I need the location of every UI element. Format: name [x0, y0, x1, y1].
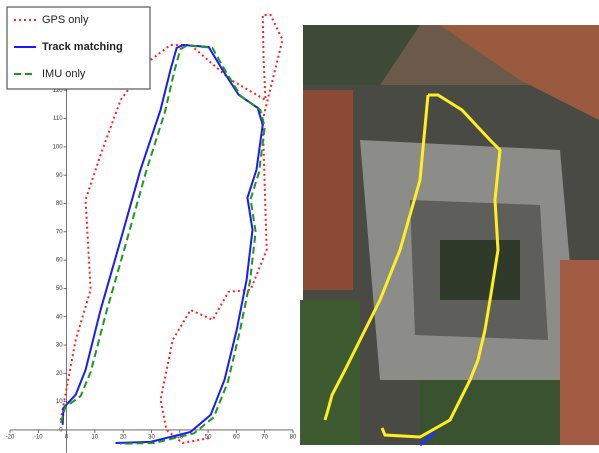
- y-tick-label: 60: [56, 258, 63, 264]
- y-tick-label: 20: [56, 371, 63, 377]
- y-tick-label: 80: [56, 201, 63, 207]
- y-tick-label: 100: [53, 144, 64, 150]
- x-tick-label: 80: [290, 435, 297, 441]
- x-tick-label: -10: [34, 435, 43, 441]
- legend-label: GPS only: [42, 14, 89, 26]
- aerial-photo: [300, 25, 599, 447]
- x-tick-label: -20: [6, 435, 15, 441]
- y-tick-label: 50: [56, 286, 63, 292]
- x-tick-label: 20: [120, 435, 127, 441]
- x-tick-label: 0: [65, 435, 69, 441]
- axes: -20 -10 0 10 20 30 40 50 60 70 8001020304050607080…: [6, 11, 297, 453]
- y-tick-label: 70: [56, 229, 63, 235]
- legend: GPS only Track matching IMU only: [6, 6, 151, 90]
- x-tick-label: 10: [92, 435, 99, 441]
- y-tick-label: 40: [56, 314, 63, 320]
- y-tick-label: 30: [56, 343, 63, 349]
- y-tick-label: 90: [56, 173, 63, 179]
- legend-label: IMU only: [42, 68, 86, 80]
- y-tick-label: 110: [53, 116, 63, 122]
- legend-label: Track matching: [42, 41, 123, 53]
- x-tick-label: 70: [261, 435, 268, 441]
- y-tick-label: 120: [53, 88, 64, 94]
- y-tick-label: 0: [59, 428, 63, 434]
- x-tick-label: 60: [233, 435, 240, 441]
- series-line: [61, 43, 264, 444]
- series-line: [59, 44, 266, 445]
- x-tick-label: 30: [148, 435, 155, 441]
- series-line: [59, 13, 284, 445]
- series-lines: [59, 13, 284, 445]
- y-tick-label: 10: [56, 399, 63, 405]
